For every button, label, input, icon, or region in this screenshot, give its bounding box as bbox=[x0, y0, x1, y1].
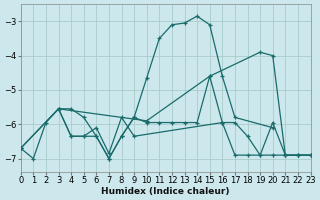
X-axis label: Humidex (Indice chaleur): Humidex (Indice chaleur) bbox=[101, 187, 230, 196]
